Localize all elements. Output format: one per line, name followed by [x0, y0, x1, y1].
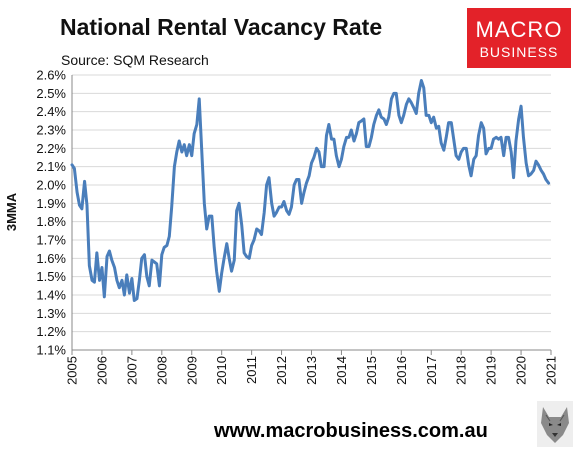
y-axis-label: 3MMA — [4, 192, 19, 231]
series-group — [70, 79, 551, 302]
y-tick-label: 2.0% — [36, 178, 66, 193]
y-tick-label: 2.5% — [36, 86, 66, 101]
y-tick-label: 1.2% — [36, 324, 66, 339]
x-tick-label: 2018 — [454, 356, 469, 385]
x-tick-label: 2007 — [124, 356, 139, 385]
x-tick-label: 2019 — [484, 356, 499, 385]
logo-line-2: BUSINESS — [479, 44, 559, 60]
wolf-logo-icon — [537, 401, 573, 447]
x-tick-label: 2020 — [514, 356, 529, 385]
chart-source: Source: SQM Research — [61, 52, 209, 68]
x-tick-label: 2013 — [304, 356, 319, 385]
y-axis: 1.1% 1.2% 1.3% 1.4% 1.5% 1.6% 1.7% 1.8% 1.9% 2.0%… — [36, 68, 66, 358]
y-tick-label: 1.7% — [36, 233, 66, 248]
y-tick-label: 2.1% — [36, 159, 66, 174]
x-tick-label: 2014 — [334, 356, 349, 385]
y-tick-label: 2.2% — [36, 141, 66, 156]
x-tick-label: 2008 — [154, 356, 169, 385]
x-tick-label: 2015 — [364, 356, 379, 385]
macrobusiness-logo: MACRO BUSINESS — [467, 8, 571, 68]
y-tick-label: 1.3% — [36, 306, 66, 321]
y-tick-label: 1.4% — [36, 288, 66, 303]
y-tick-label: 1.5% — [36, 269, 66, 284]
x-tick-label: 2011 — [244, 356, 259, 384]
logo-line-1: MACRO — [475, 17, 563, 42]
x-tick-label: 2012 — [274, 356, 289, 385]
website-url: www.macrobusiness.com.au — [214, 420, 488, 442]
x-tick-label: 2005 — [65, 356, 80, 385]
x-tick-label: 2021 — [544, 356, 559, 385]
x-axis: 2005 2006 2007 2008 2009 2010 2011 2012 2013 2014… — [65, 75, 559, 385]
plot-area — [72, 75, 551, 350]
x-tick-label: 2017 — [424, 356, 439, 385]
y-tick-label: 1.9% — [36, 196, 66, 211]
y-tick-label: 2.3% — [36, 123, 66, 138]
y-tick-label: 1.1% — [36, 343, 66, 358]
y-tick-label: 1.6% — [36, 251, 66, 266]
x-tick-label: 2006 — [94, 356, 109, 385]
x-tick-label: 2009 — [184, 356, 199, 385]
y-tick-label: 2.6% — [36, 68, 66, 83]
x-tick-label: 2010 — [214, 356, 229, 385]
y-tick-label: 2.4% — [36, 104, 66, 119]
y-tick-label: 1.8% — [36, 214, 66, 229]
x-tick-label: 2016 — [394, 356, 409, 385]
chart-title: National Rental Vacancy Rate — [60, 14, 383, 40]
series-line — [70, 79, 551, 302]
